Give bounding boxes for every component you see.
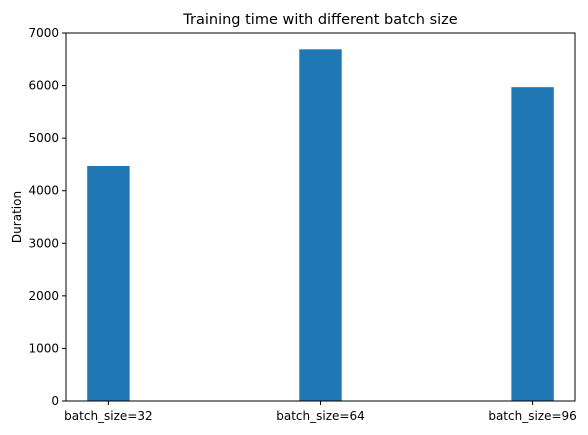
y-tick-label: 2000: [28, 289, 59, 303]
y-tick-label: 3000: [28, 236, 59, 250]
y-tick-label: 0: [51, 394, 59, 408]
bar-batch_size=64: [299, 49, 342, 401]
y-tick-label: 6000: [28, 79, 59, 93]
x-tick-label: batch_size=32: [64, 409, 152, 423]
x-tick-label: batch_size=64: [276, 409, 364, 423]
x-axis-ticks: batch_size=32 batch_size=64 batch_size=96: [64, 401, 577, 423]
y-axis-label: Duration: [10, 191, 24, 243]
bar-batch_size=96: [511, 87, 554, 402]
y-tick-label: 1000: [28, 341, 59, 355]
chart-title: Training time with different batch size: [182, 12, 457, 28]
y-tick-label: 4000: [28, 184, 59, 198]
bar-batch_size=32: [87, 166, 130, 401]
y-tick-label: 7000: [28, 26, 59, 40]
y-tick-label: 5000: [28, 131, 59, 145]
y-axis-ticks: 0 1000 2000 3000 4000 5000 6000 7000: [28, 26, 66, 408]
x-tick-label: batch_size=96: [488, 409, 576, 423]
bars-layer: [87, 49, 554, 402]
